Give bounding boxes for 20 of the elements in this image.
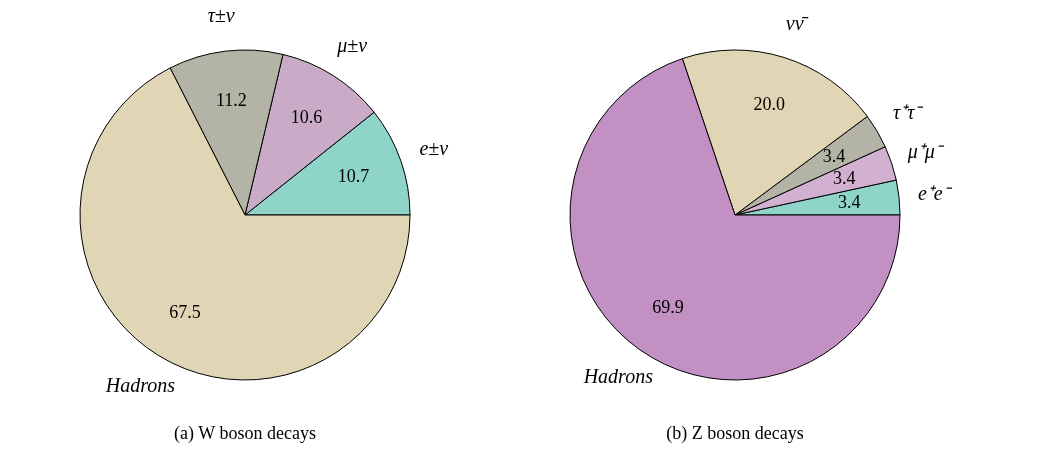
slice-label: Hadrons (582, 365, 654, 388)
slice-label: τ⁺τ⁻ (893, 101, 925, 124)
slice-label: e±ν (419, 137, 449, 160)
text: (a) W boson decays (174, 423, 316, 444)
data-label: 3.4 (822, 145, 846, 166)
data-label: 3.4 (832, 167, 856, 188)
text: (b) Z boson decays (666, 423, 804, 444)
data-label: 69.9 (652, 297, 684, 318)
slice-label: e⁺e⁻ (917, 181, 953, 204)
data-label: 20.0 (753, 94, 786, 115)
data-label: 10.6 (290, 106, 323, 127)
slice-label: μ⁺μ⁻ (906, 140, 945, 164)
data-label: 10.7 (337, 166, 370, 187)
data-label: 67.5 (169, 302, 201, 323)
slice-label: Hadrons (104, 373, 176, 396)
data-label: 11.2 (215, 89, 247, 110)
slice-label: μ±ν (336, 34, 368, 58)
slice-label: νν̄ (785, 12, 809, 35)
slice-label: τ±ν (207, 4, 235, 27)
data-label: 3.4 (838, 191, 861, 212)
